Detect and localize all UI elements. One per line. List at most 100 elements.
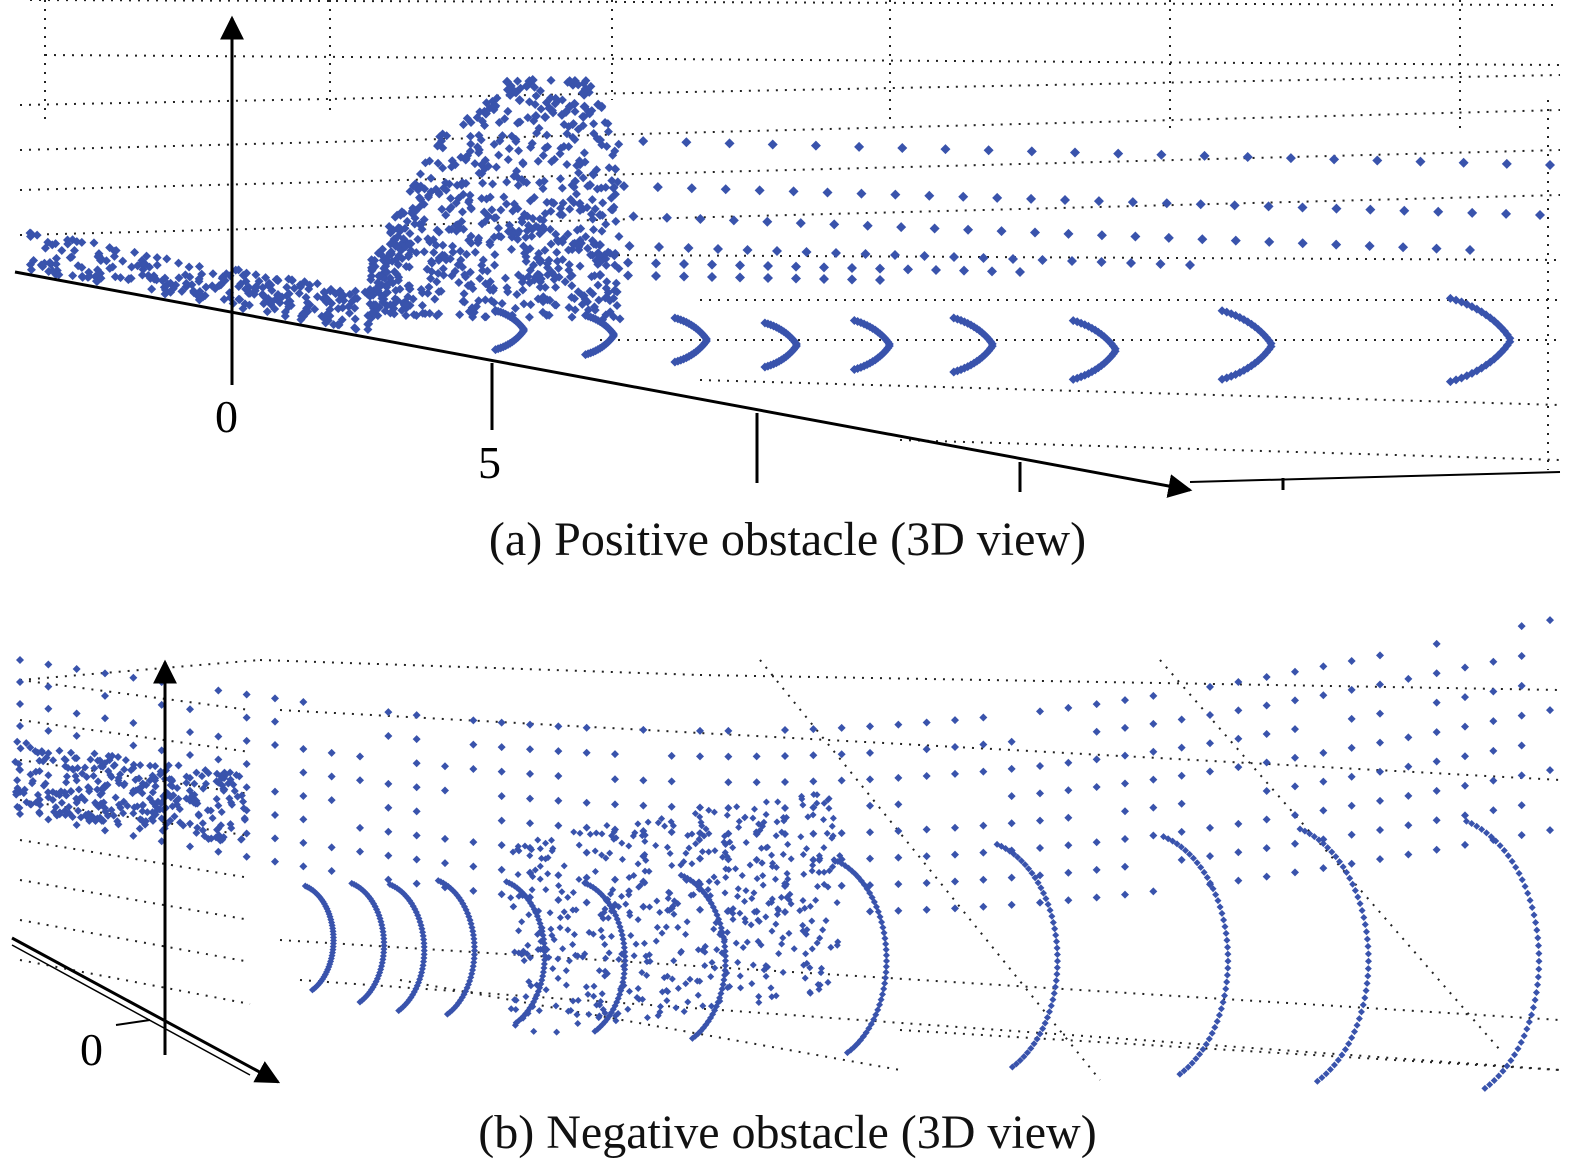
data-point <box>737 984 745 992</box>
data-point <box>785 896 793 904</box>
data-point <box>668 861 676 869</box>
data-point <box>101 714 109 723</box>
data-point <box>1468 820 1476 828</box>
data-point <box>115 800 124 809</box>
data-point <box>593 99 604 110</box>
data-point <box>1291 696 1299 705</box>
data-point <box>598 830 606 838</box>
data-point <box>768 993 776 1001</box>
data-point <box>862 220 873 231</box>
data-point <box>242 713 251 722</box>
data-point <box>1052 931 1060 939</box>
data-point <box>73 261 83 271</box>
data-point <box>119 809 128 818</box>
data-point <box>816 855 824 863</box>
data-point <box>718 949 726 957</box>
data-point <box>362 993 370 1001</box>
data-point <box>1433 206 1444 217</box>
data-point <box>1361 921 1369 929</box>
data-point <box>1535 942 1543 950</box>
data-point <box>515 892 523 900</box>
data-point <box>569 98 580 109</box>
data-point <box>951 823 959 832</box>
data-point <box>833 941 841 949</box>
data-point <box>669 822 677 830</box>
data-point <box>819 262 829 273</box>
data-point <box>1027 1044 1035 1052</box>
tick-label-0: 0 <box>80 1024 103 1075</box>
data-point <box>233 792 242 801</box>
grid-line <box>29 0 1561 6</box>
data-point <box>194 262 204 272</box>
data-point <box>781 908 789 916</box>
data-point <box>881 974 889 982</box>
data-point <box>680 1007 688 1015</box>
data-point <box>1026 146 1037 157</box>
data-point <box>1331 239 1342 250</box>
data-point <box>504 144 514 154</box>
data-point <box>611 216 621 226</box>
data-point <box>847 263 857 273</box>
data-point <box>1223 978 1231 986</box>
data-point <box>542 259 552 269</box>
data-point <box>519 299 529 309</box>
data-point <box>587 250 597 260</box>
data-point <box>801 974 809 982</box>
data-point <box>721 942 729 950</box>
data-point <box>413 234 423 244</box>
data-point <box>526 769 534 778</box>
data-point <box>1068 374 1078 384</box>
data-point <box>658 988 666 996</box>
data-point <box>1197 234 1208 245</box>
data-point <box>979 740 988 749</box>
data-point <box>1496 842 1504 850</box>
data-point <box>669 902 677 910</box>
data-point <box>603 119 613 129</box>
data-point <box>480 155 490 165</box>
data-point <box>797 833 805 841</box>
data-point <box>634 860 642 868</box>
data-point <box>519 891 527 899</box>
data-point <box>951 877 959 886</box>
data-point <box>157 275 167 285</box>
data-point <box>496 205 506 215</box>
data-point <box>511 948 519 956</box>
data-point <box>426 273 436 283</box>
data-point <box>922 772 931 781</box>
data-point <box>214 686 223 695</box>
data-point <box>373 905 381 913</box>
data-point <box>1016 1056 1024 1064</box>
data-point <box>726 982 734 990</box>
data-point <box>780 817 788 825</box>
data-point <box>589 119 599 129</box>
data-point <box>1346 874 1354 882</box>
data-point <box>1492 837 1500 845</box>
data-point <box>1092 865 1101 874</box>
data-point <box>533 156 543 166</box>
data-point <box>735 817 743 825</box>
data-point <box>1489 746 1498 755</box>
data-point <box>1053 970 1061 978</box>
data-point <box>405 229 415 239</box>
data-point <box>482 194 492 204</box>
data-point <box>611 875 619 884</box>
data-point <box>1020 1053 1028 1061</box>
data-point <box>836 852 844 860</box>
data-point <box>1121 779 1129 788</box>
data-point <box>67 787 76 796</box>
data-point <box>1217 1005 1225 1013</box>
data-point <box>922 745 931 754</box>
data-point <box>755 992 763 1000</box>
data-point <box>562 159 572 169</box>
data-point <box>808 945 816 953</box>
data-point <box>949 252 959 262</box>
data-point <box>439 879 447 887</box>
data-point <box>1033 1035 1041 1043</box>
data-point <box>1200 868 1208 876</box>
data-point <box>128 789 137 798</box>
data-point <box>327 866 336 875</box>
data-point <box>1319 662 1328 671</box>
data-point <box>587 195 597 205</box>
data-point <box>1432 669 1441 678</box>
data-point <box>96 790 105 799</box>
